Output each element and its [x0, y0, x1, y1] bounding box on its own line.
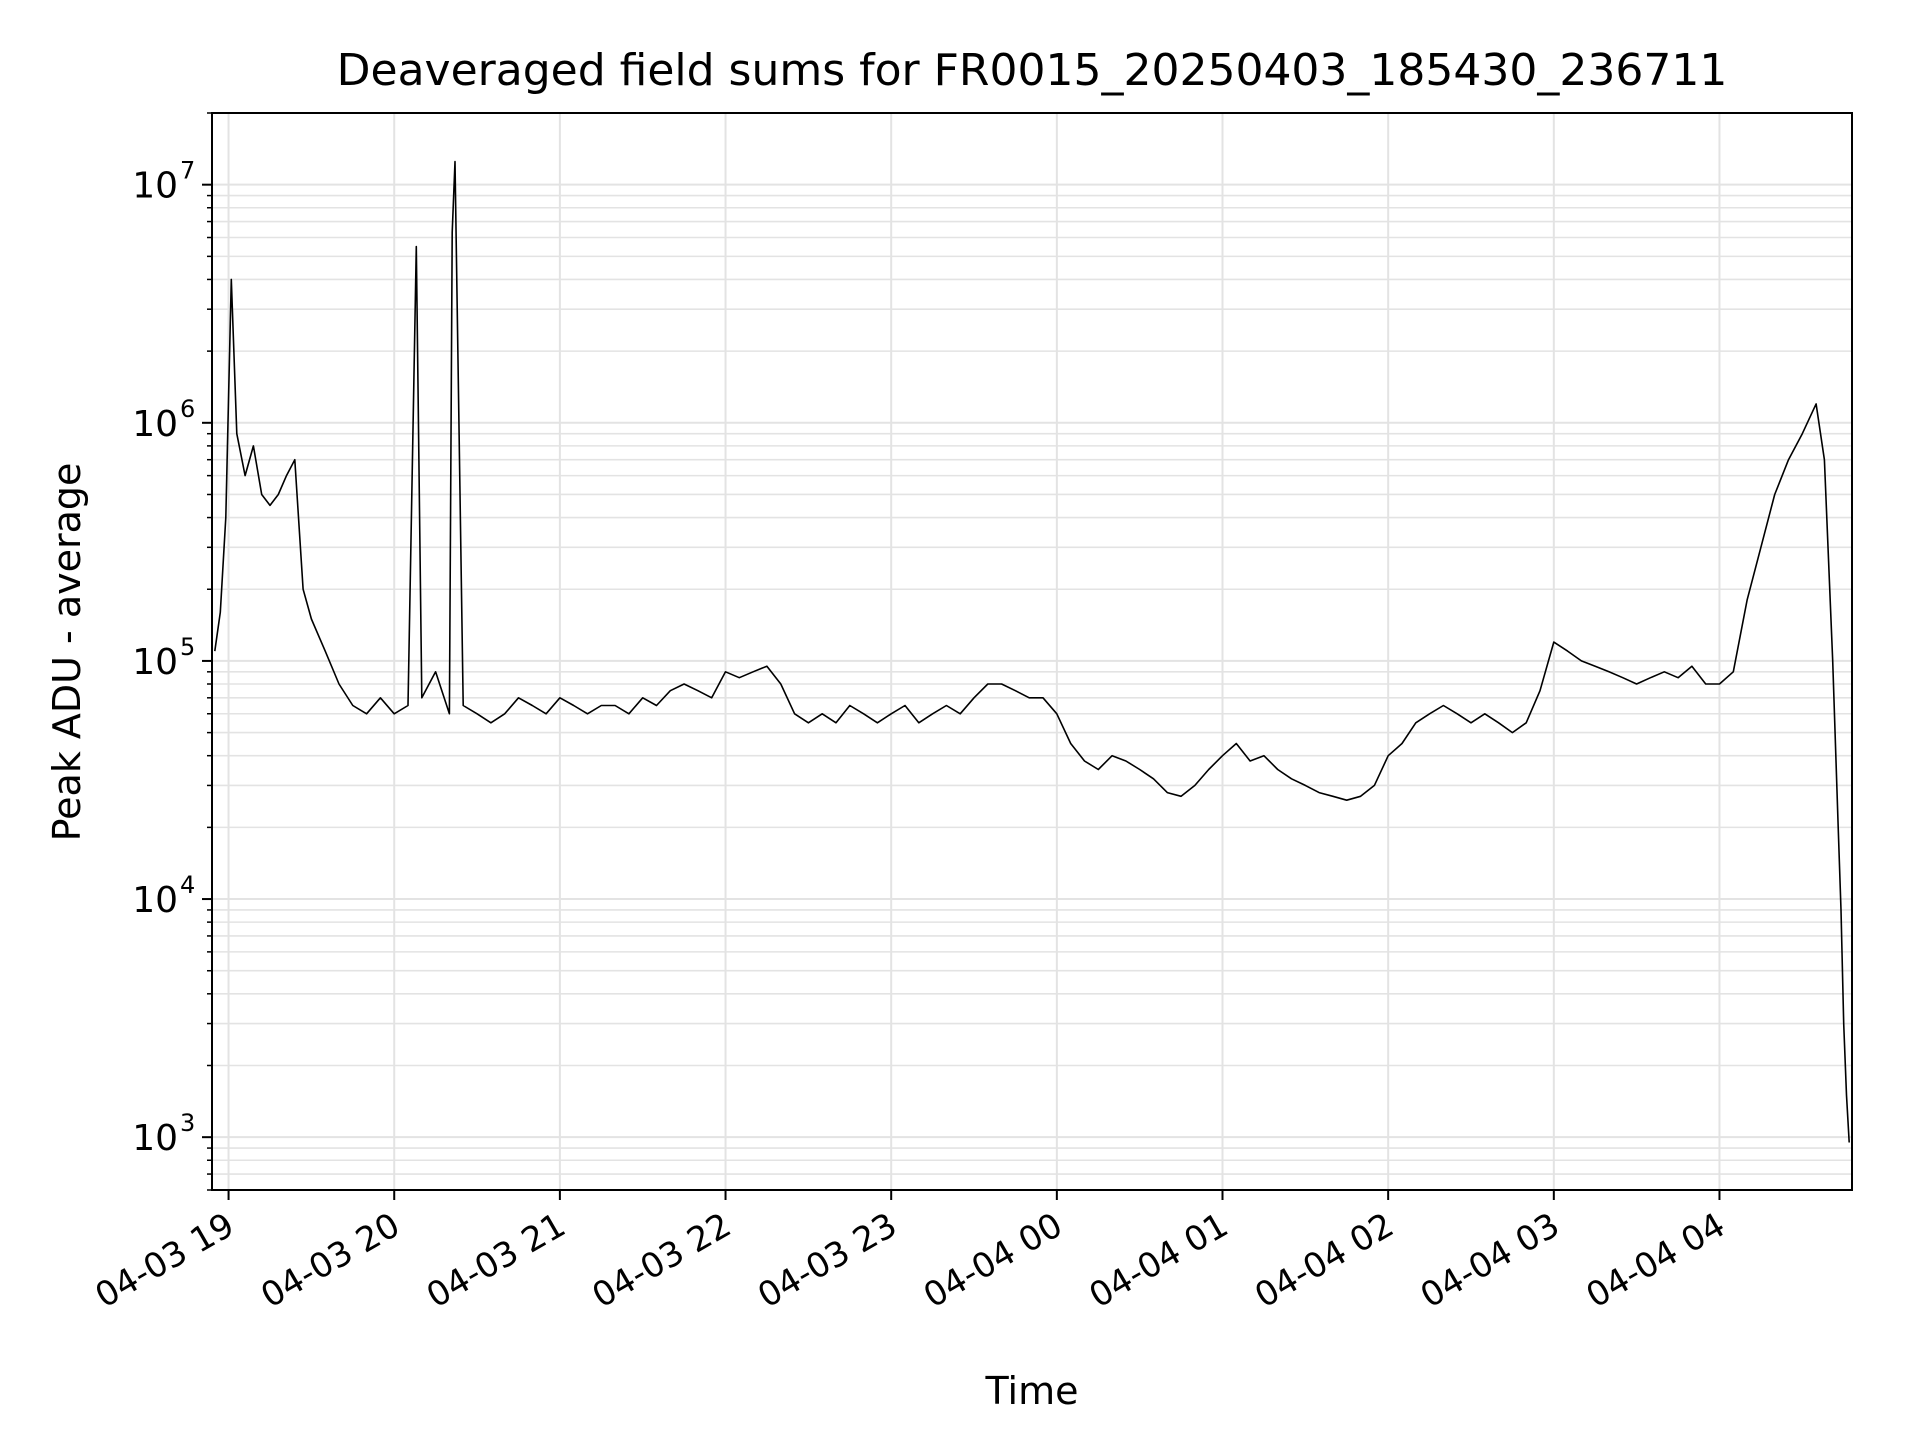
y-tick-label-exponent: 3 — [180, 1109, 195, 1137]
y-tick-label: 10 3 — [132, 1109, 195, 1159]
y-tick-label: 10 5 — [132, 633, 195, 683]
chart-title: Deaveraged field sums for FR0015_2025040… — [337, 45, 1728, 96]
y-tick-label-exponent: 6 — [180, 395, 195, 423]
series-line — [214, 160, 1850, 1143]
y-tick-label: 10 4 — [132, 871, 195, 921]
y-axis-label: Peak ADU - average — [45, 463, 89, 842]
y-tick-label-base: 10 — [132, 404, 178, 445]
y-tick-label: 10 6 — [132, 395, 195, 445]
plot-frame — [211, 112, 1853, 1191]
x-axis-label: Time — [985, 1369, 1079, 1413]
grid — [212, 112, 1852, 1191]
y-tick-label-base: 10 — [132, 166, 178, 207]
y-tick-label-base: 10 — [132, 1118, 178, 1159]
y-tick-label: 10 7 — [132, 157, 195, 207]
series-layer — [214, 160, 1850, 1143]
y-tick-label-exponent: 7 — [180, 157, 195, 185]
y-tick-label-exponent: 5 — [180, 633, 195, 661]
y-tick-label-base: 10 — [132, 880, 178, 921]
y-tick-label-exponent: 4 — [180, 871, 195, 899]
y-tick-label-base: 10 — [132, 642, 178, 683]
